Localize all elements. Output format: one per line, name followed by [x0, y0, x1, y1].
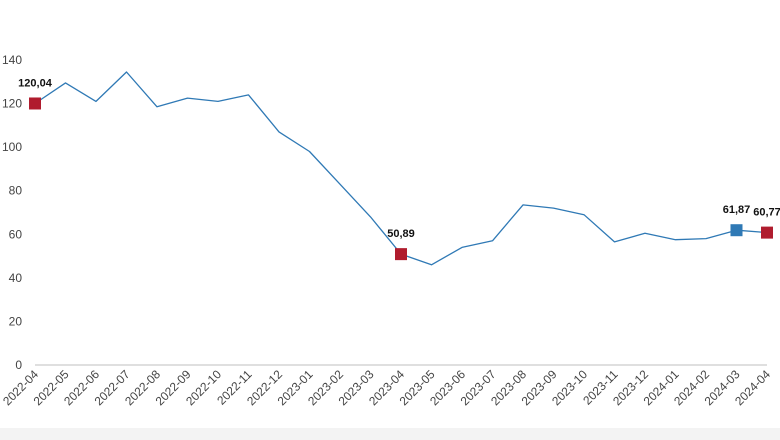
markers-group: 120,04 50,89 61,87 60,77 — [18, 77, 780, 261]
data-label: 120,04 — [18, 77, 53, 89]
chart-panel: 0 20 40 60 80 100 120 140 2022-04 2022-05 2022-06… — [0, 0, 780, 428]
y-tick-label: 0 — [15, 358, 22, 372]
line-chart: 0 20 40 60 80 100 120 140 2022-042022-052022-06… — [0, 53, 780, 408]
y-tick-label: 20 — [9, 314, 23, 328]
y-tick-label: 40 — [9, 271, 23, 285]
data-label: 60,77 — [753, 207, 780, 219]
x-axis: 2022-042022-052022-062022-072022-082022-… — [0, 364, 773, 408]
data-marker — [761, 226, 773, 239]
data-label: 61,87 — [723, 204, 751, 216]
data-label: 50,89 — [387, 228, 415, 240]
y-tick-label: 80 — [9, 184, 23, 198]
data-marker — [730, 224, 743, 237]
data-marker — [395, 248, 407, 261]
y-tick-label: 120 — [2, 97, 22, 111]
y-tick-label: 100 — [2, 140, 22, 154]
y-axis: 0 20 40 60 80 100 120 140 — [2, 53, 22, 372]
y-tick-label: 60 — [9, 227, 23, 241]
y-tick-label: 140 — [2, 53, 22, 67]
data-marker — [29, 97, 41, 110]
